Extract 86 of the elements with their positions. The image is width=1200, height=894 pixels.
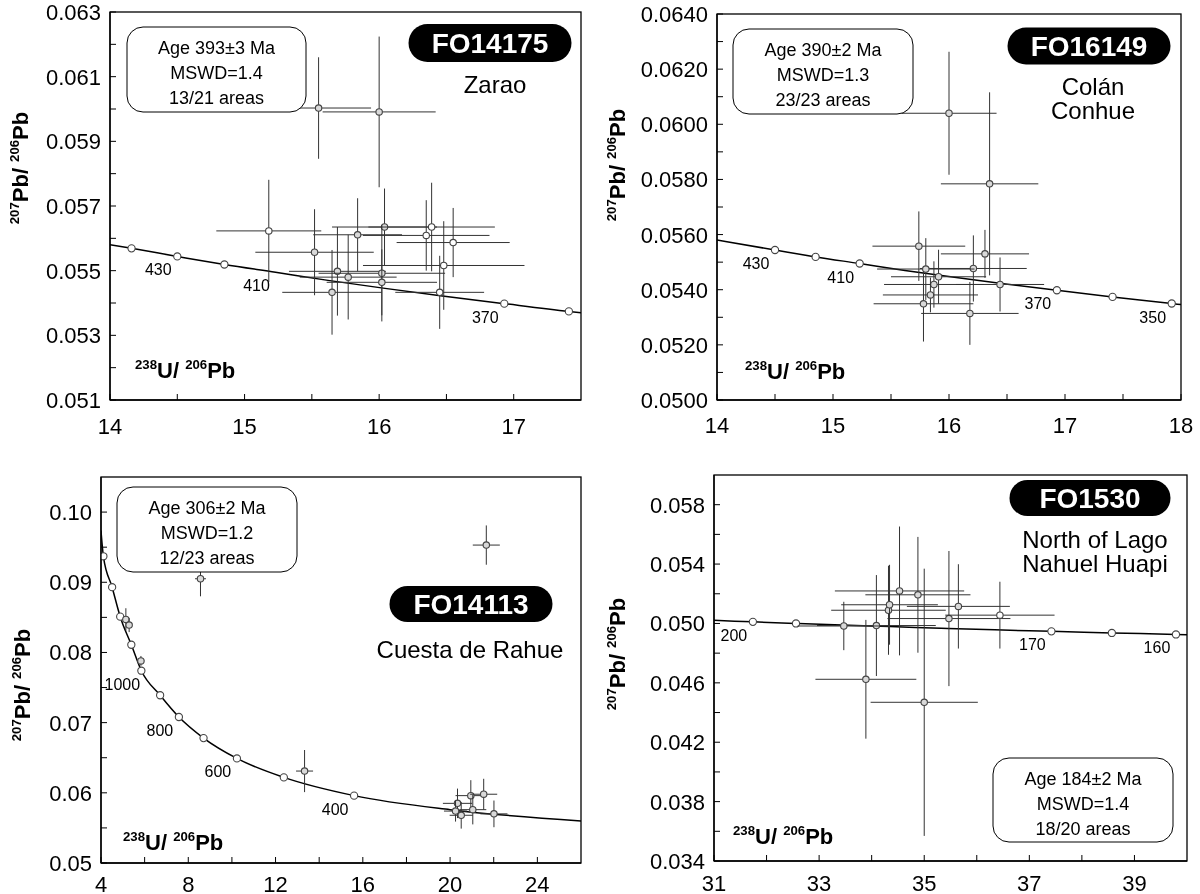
annotation: Age 393±3 Ma: [158, 38, 276, 58]
annotation: 410: [243, 277, 270, 295]
y-tick-label: 0.050: [649, 611, 705, 637]
x-tick-label: 15: [820, 413, 846, 438]
annotation: 430: [742, 255, 770, 273]
chart-title: FO1530: [1039, 483, 1141, 514]
x-tick-label: 17: [501, 414, 526, 439]
annotation: 200: [720, 626, 748, 644]
y-tick-label: 0.063: [45, 0, 101, 25]
x-tick-label: 8: [182, 872, 195, 894]
y-tick-label: 0.10: [49, 500, 92, 526]
x-axis-title: $^{238}$U/ $^{206}$Pb: [135, 356, 236, 383]
text: FO14175: [431, 28, 549, 59]
y-tick-label: 0.051: [45, 388, 101, 413]
text: FO16149: [1030, 31, 1148, 62]
x-axis-title: $^{238}$U/ $^{206}$Pb: [745, 357, 846, 384]
y-tick-label: 0.0560: [640, 222, 708, 248]
y-tick-label: 0.058: [649, 492, 705, 518]
annotation: 350: [1139, 308, 1167, 326]
y-tick-label: 0.09: [49, 570, 92, 596]
annotation: Age 390±2 Ma: [764, 40, 883, 60]
y-tick-label: 0.05: [49, 851, 92, 876]
x-axis-title: $^{238}$U/ $^{206}$Pb: [123, 828, 224, 855]
annotation: MSWD=1.3: [776, 65, 870, 85]
x-tick-label: 37: [1017, 871, 1042, 894]
x-tick-label: 39: [1122, 871, 1147, 894]
x-tick-label: 16: [936, 413, 962, 438]
y-tick-label: 0.053: [45, 323, 101, 349]
y-tick-label: 0.046: [649, 670, 705, 696]
annotation: 18/20 areas: [1035, 819, 1131, 839]
x-tick-label: 14: [97, 414, 123, 439]
y-tick-label: 0.06: [49, 780, 92, 806]
text: Colán Conhue: [1050, 73, 1136, 124]
y-tick-label: 0.038: [649, 789, 705, 815]
y-tick-label: 0.0580: [640, 167, 708, 193]
annotation: 170: [1019, 636, 1046, 654]
x-axis-title: $^{238}$U/ $^{206}$Pb: [733, 822, 834, 849]
y-tick-label: 0.042: [649, 730, 705, 756]
annotation: 400: [321, 800, 349, 818]
x-tick-label: 24: [525, 872, 550, 894]
x-tick-label: 16: [366, 414, 392, 439]
y-tick-label: 0.034: [649, 849, 705, 874]
annotation: 600: [204, 763, 232, 781]
y-tick-label: 0.055: [45, 258, 101, 284]
annotation: 13/21 areas: [168, 88, 265, 108]
x-tick-label: 33: [806, 871, 832, 894]
y-tick-label: 0.0600: [640, 112, 708, 138]
annotation: 160: [1143, 639, 1171, 657]
y-tick-label: 0.0540: [640, 277, 708, 303]
y-tick-label: 0.0500: [640, 388, 708, 413]
y-tick-label: 0.061: [45, 64, 101, 90]
x-tick-label: 31: [701, 871, 727, 894]
annotation: 12/23 areas: [159, 548, 255, 568]
annotation: 370: [471, 308, 499, 326]
text: Cuesta de Rahue: [376, 636, 564, 663]
annotation: Age 184±2 Ma: [1024, 769, 1143, 789]
x-tick-label: 16: [350, 872, 376, 894]
annotation: MSWD=1.4: [1036, 794, 1130, 814]
y-tick-label: 0.057: [45, 194, 101, 219]
annotation: 410: [827, 268, 855, 286]
annotation: 370: [1024, 295, 1052, 313]
y-tick-label: 0.0640: [640, 2, 708, 27]
y-tick-label: 0.08: [49, 640, 92, 666]
y-tick-label: 0.07: [49, 710, 92, 736]
x-tick-label: 35: [911, 871, 937, 894]
annotation: 800: [146, 722, 174, 740]
x-tick-label: 18: [1168, 413, 1194, 438]
annotation: 430: [144, 261, 172, 279]
x-tick-label: 20: [437, 872, 463, 894]
text: Zarao: [463, 71, 527, 98]
text: FO14113: [413, 589, 529, 620]
y-tick-label: 0.0520: [640, 332, 708, 358]
annotation: 23/23 areas: [775, 90, 871, 110]
x-tick-label: 17: [1052, 413, 1078, 438]
y-tick-label: 0.0620: [640, 57, 708, 83]
annotation: 1000: [104, 675, 141, 693]
x-tick-label: 14: [704, 413, 730, 438]
y-tick-label: 0.054: [649, 552, 705, 578]
annotation: MSWD=1.2: [160, 523, 254, 543]
annotation: MSWD=1.4: [170, 63, 263, 83]
x-tick-label: 4: [94, 872, 108, 894]
x-tick-label: 12: [263, 872, 288, 894]
x-tick-label: 15: [232, 414, 257, 439]
annotation: Age 306±2 Ma: [148, 498, 267, 518]
text: North of Lago Nahuel Huapi: [1022, 526, 1168, 577]
y-tick-label: 0.059: [45, 129, 101, 155]
